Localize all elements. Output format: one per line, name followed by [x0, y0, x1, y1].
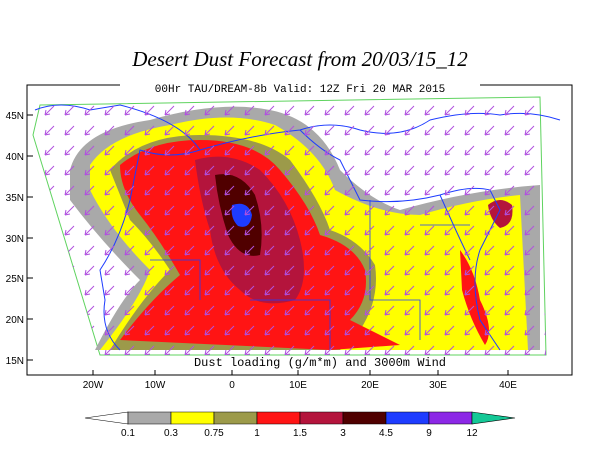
- subtitle-bg: [120, 80, 480, 97]
- colorbar-swatch: [342, 411, 387, 425]
- colorbar-tick-label: 9: [426, 428, 432, 439]
- colorbar-tick-label: 12: [466, 428, 478, 439]
- colorbar-swatch: [471, 411, 516, 425]
- colorbar-swatch: [170, 411, 215, 425]
- wind-vectors: [33, 97, 546, 355]
- colorbar-swatch: [213, 411, 258, 425]
- lon-label: 20E: [361, 380, 379, 391]
- colorbar-tick-label: 3: [340, 428, 346, 439]
- colorbar-tick-label: 1.5: [293, 428, 307, 439]
- lon-label: 10E: [289, 380, 307, 391]
- lat-label: 15N: [6, 356, 24, 367]
- map-content: [32, 96, 561, 356]
- lat-label: 30N: [6, 234, 24, 245]
- colorbar-tick-label: 0.1: [121, 428, 135, 439]
- lon-label: 20W: [83, 380, 104, 391]
- lat-label: 25N: [6, 274, 24, 285]
- colorbar-swatch: [127, 411, 172, 425]
- colorbar-swatch: [256, 411, 301, 425]
- subtitle: 00Hr TAU/DREAM-8b Valid: 12Z Fri 20 MAR …: [155, 84, 445, 96]
- colorbar-tick-label: 4.5: [379, 428, 393, 439]
- lon-label: 10W: [145, 380, 166, 391]
- colorbar-swatch: [385, 411, 430, 425]
- colorbar-swatch: [428, 411, 473, 425]
- lat-label: 20N: [6, 315, 24, 326]
- colorbar-tick-label: 1: [254, 428, 260, 439]
- colorbar-tick-label: 0.3: [164, 428, 178, 439]
- colorbar-swatch: [84, 411, 129, 425]
- lat-label: 40N: [6, 152, 24, 163]
- colorbar-swatch: [299, 411, 344, 425]
- caption: Dust loading (g/m*m) and 3000m Wind: [194, 356, 446, 370]
- lon-label: 40E: [499, 380, 517, 391]
- lat-label: 45N: [6, 111, 24, 122]
- lat-label: 35N: [6, 193, 24, 204]
- title: Desert Dust Forecast from 20/03/15_12: [131, 47, 468, 71]
- lon-label: 30E: [429, 380, 447, 391]
- colorbar-tick-label: 0.75: [204, 428, 224, 439]
- lon-label: 0: [229, 380, 235, 391]
